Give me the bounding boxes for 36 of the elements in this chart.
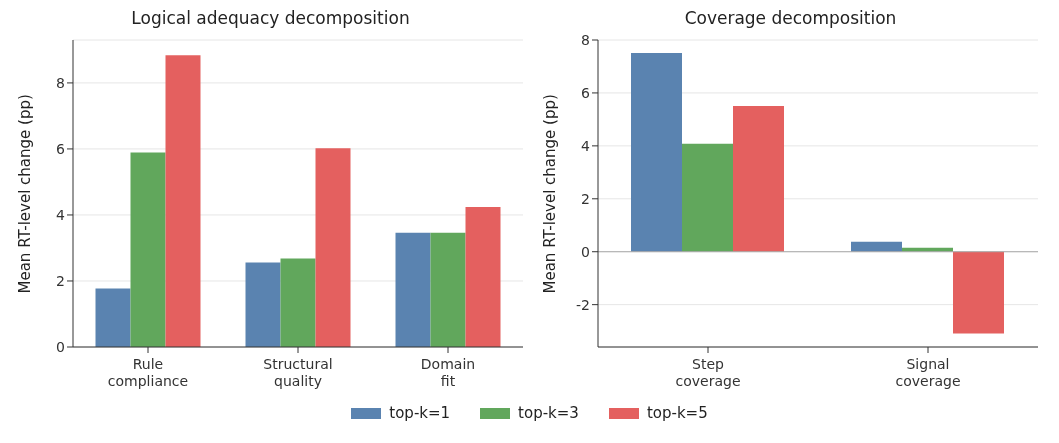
x-tick-label: Domain fit: [420, 356, 476, 389]
bar: [631, 52, 682, 252]
bar: [430, 232, 466, 347]
x-tick-label: Structural quality: [263, 356, 333, 389]
y-tick-label: 2: [581, 190, 590, 207]
y-tick-label: 0: [581, 243, 590, 260]
bar: [165, 55, 201, 347]
legend-label: top-k=5: [646, 404, 708, 422]
chart-title: Coverage decomposition: [683, 8, 898, 30]
bar: [465, 207, 501, 347]
bar: [95, 288, 131, 347]
legend-label: top-k=1: [389, 404, 451, 422]
y-tick-label: 0: [56, 338, 65, 355]
bar: [245, 262, 281, 347]
bar: [280, 258, 316, 347]
y-tick-label: 6: [56, 140, 66, 157]
y-tick-label: 8: [581, 31, 590, 48]
y-tick-label: 6: [581, 84, 591, 101]
bar: [315, 148, 351, 347]
bar: [682, 143, 733, 252]
y-tick-label: 8: [56, 74, 65, 91]
x-tick-label: Rule compliance: [107, 356, 189, 389]
legend-label: top-k=3: [518, 404, 579, 422]
y-axis-title: Mean RT-level change (pp): [16, 94, 35, 294]
y-axis-title: Mean RT-level change (pp): [541, 94, 560, 294]
y-tick-label: 4: [56, 206, 66, 223]
bar: [953, 251, 1004, 334]
x-tick-label: Step coverage: [675, 356, 741, 389]
bar: [395, 232, 431, 347]
y-tick-label: 4: [581, 137, 591, 154]
y-tick-label: -2: [576, 296, 590, 313]
bar: [733, 105, 784, 252]
y-tick-label: 2: [56, 272, 65, 289]
bar: [130, 152, 166, 347]
chart-title: Logical adequacy decomposition: [130, 8, 411, 30]
x-tick-label: Signal coverage: [895, 356, 961, 389]
